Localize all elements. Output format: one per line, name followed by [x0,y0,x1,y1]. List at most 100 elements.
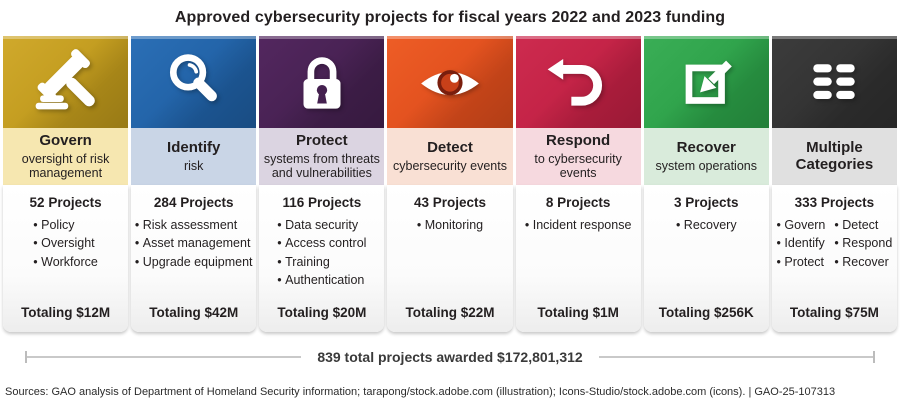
category-name: Govern [39,132,92,150]
projects-count: 116 Projects [282,195,362,210]
bullet-item: Incident response [525,216,632,234]
bullet-list: DetectRespondRecover [834,216,892,271]
projects-count: 333 Projects [794,195,875,210]
magnifier-icon [157,45,231,119]
recover-arrow-icon [669,45,743,119]
category-column-govern: Govern oversight of risk management 52 Pro… [3,36,129,332]
category-name: Detect [427,139,473,157]
bullet-item: Training [277,253,366,271]
category-name: Identify [167,139,221,157]
category-label-identify: Identify risk [131,128,257,185]
category-label-govern: Govern oversight of risk management [3,128,129,185]
bullet-item: Govern [777,216,825,234]
funding-total: Totaling $1M [537,305,619,320]
category-details-recover: 3 Projects Recovery Totaling $256K [643,185,769,332]
bullet-item: Upgrade equipment [135,253,253,271]
funding-total: Totaling $256K [658,305,754,320]
category-tile-govern [3,36,129,128]
bullet-lists: Monitoring [390,216,509,234]
total-projects-text: 839 total projects awarded $172,801,312 [301,349,599,365]
category-name: Recover [676,139,736,157]
category-subtitle: oversight of risk management [21,151,110,180]
projects-count: 43 Projects [413,195,487,210]
bullet-item: Risk assessment [135,216,253,234]
category-details-multiple-categories: 333 ProjectsGovernIdentifyProtectDetectR… [771,185,897,332]
bullet-list: Monitoring [417,216,483,234]
bullet-item: Recover [834,253,892,271]
bullet-lists: Risk assessmentAsset managementUpgrade e… [134,216,253,271]
projects-count: 3 Projects [674,195,739,210]
sources-note: Sources: GAO analysis of Department of H… [5,386,836,398]
bullet-item: Recovery [676,216,737,234]
bullet-lists: PolicyOversightWorkforce [6,216,125,271]
category-name: Respond [546,132,611,150]
category-details-identify: 284 Projects Risk assessmentAsset managem… [131,185,257,332]
category-column-respond: Respond to cybersecurity events 8 Projects… [515,36,641,332]
bullet-lists: Data securityAccess controlTrainingAuthe… [262,216,381,289]
category-details-govern: 52 Projects PolicyOversightWorkforce Total… [3,185,129,332]
bullet-list: Incident response [525,216,632,234]
category-name: Multiple Categories [795,138,874,173]
category-tile-multiple-categories [771,36,897,128]
category-column-protect: Protect systems from threats and vulnerab… [259,36,385,332]
eye-icon [413,45,487,119]
funding-total: Totaling $22M [405,305,495,320]
bullet-item: Asset management [135,234,253,252]
bullet-item: Protect [777,253,826,271]
category-column-multiple-categories: Multiple Categories 333 Projects GovernIde… [771,36,897,332]
category-subtitle: system operations [655,158,757,173]
category-label-multiple-categories: Multiple Categories [771,128,897,185]
gavel-icon [29,45,103,119]
grid-list-icon [797,45,871,119]
bullet-list: Risk assessmentAsset managementUpgrade e… [135,216,253,271]
category-label-recover: Recover system operations [643,128,769,185]
bullet-item: Oversight [33,234,98,252]
category-subtitle: systems from threats and vulnerabilities [263,151,380,180]
category-tile-respond [515,36,641,128]
projects-count: 284 Projects [153,195,234,210]
funding-total: Totaling $75M [789,305,879,320]
category-subtitle: to cybersecurity events [534,151,622,180]
infographic: Approved cybersecurity projects for fisc… [0,0,900,398]
bullet-lists: Incident response [519,216,638,234]
bullet-item: Authentication [277,271,366,289]
page-title: Approved cybersecurity projects for fisc… [174,9,726,26]
lock-icon [285,45,359,119]
funding-total: Totaling $12M [21,305,111,320]
undo-arrow-icon [541,45,615,119]
bullet-lists: GovernIdentifyProtectDetectRespondRecove… [775,216,894,271]
category-name: Protect [296,132,348,150]
category-subtitle: risk [183,158,204,173]
bullet-lists: Recovery [647,216,766,234]
bullet-list: Recovery [676,216,737,234]
bullet-list: PolicyOversightWorkforce [33,216,98,271]
category-details-detect: 43 Projects Monitoring Totaling $22M [387,185,513,332]
category-label-respond: Respond to cybersecurity events [515,128,641,185]
bullet-list: Data securityAccess controlTrainingAuthe… [277,216,366,289]
projects-count: 8 Projects [545,195,611,210]
bullet-list: GovernIdentifyProtect [777,216,826,271]
category-details-protect: 116 Projects Data securityAccess controlT… [259,185,385,332]
bullet-item: Policy [33,216,98,234]
category-tile-recover [643,36,769,128]
funding-total: Totaling $42M [149,305,239,320]
category-details-respond: 8 Projects Incident response Totaling $1M [515,185,641,332]
category-subtitle: cybersecurity events [393,158,507,173]
bullet-item: Monitoring [417,216,483,234]
category-tile-detect [387,36,513,128]
bullet-item: Identify [777,234,826,252]
bullet-item: Workforce [33,253,98,271]
category-tile-protect [259,36,385,128]
bullet-item: Data security [277,216,366,234]
bullet-item: Detect [834,216,892,234]
bullet-item: Respond [834,234,892,252]
category-label-detect: Detect cybersecurity events [387,128,513,185]
category-label-protect: Protect systems from threats and vulnerab… [259,128,385,185]
category-columns: Govern oversight of risk management 52 Pro… [0,36,900,332]
bullet-item: Access control [277,234,366,252]
category-tile-identify [131,36,257,128]
projects-count: 52 Projects [29,195,102,210]
